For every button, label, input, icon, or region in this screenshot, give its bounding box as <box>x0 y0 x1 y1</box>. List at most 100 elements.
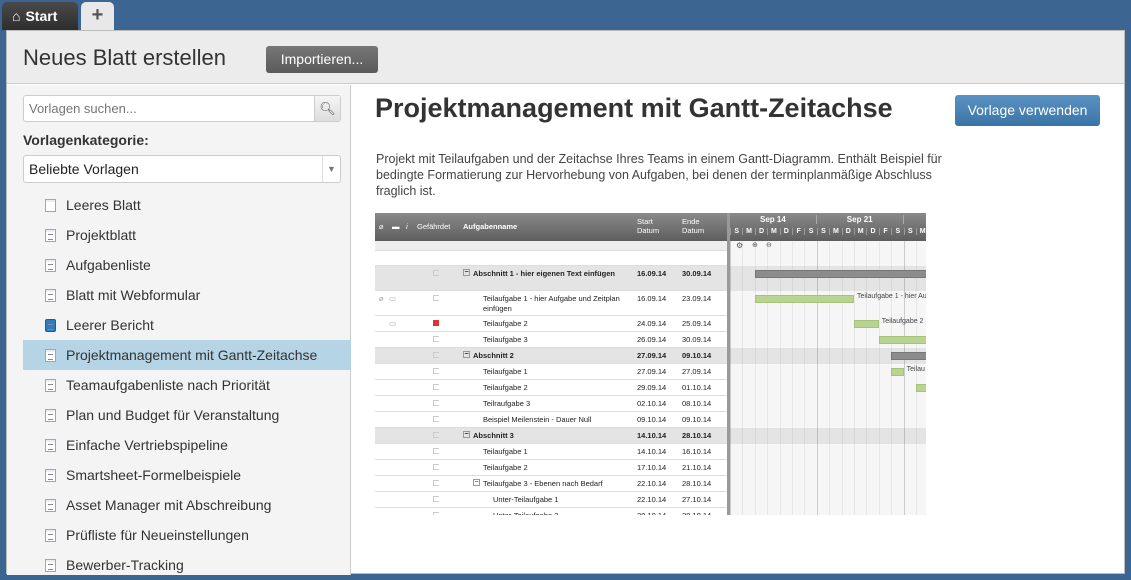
toolbar-row <box>375 241 727 251</box>
start-date: 09.10.14 <box>637 415 667 424</box>
category-value: Beliebte Vorlagen <box>29 161 139 177</box>
collapse-icon: − <box>463 431 470 438</box>
summary-bar <box>891 352 926 360</box>
task-name: Teilaufgabe 3 <box>483 335 528 344</box>
template-item[interactable]: Einfache Vertriebspipeline <box>23 430 351 460</box>
gantt-row[interactable]: − Abschnitt 2 27.09.14 09.10.14 <box>375 348 727 364</box>
template-item-label: Leeres Blatt <box>66 197 141 213</box>
gantt-row[interactable]: Teilaufgabe 3 26.09.14 30.09.14 <box>375 332 727 348</box>
day-gridline <box>754 241 756 515</box>
day-label: D <box>754 228 767 235</box>
use-template-button[interactable]: Vorlage verwenden <box>955 95 1100 126</box>
new-sheet-panel: Neues Blatt erstellen Importieren... 🔍︎ … <box>6 30 1125 575</box>
gantt-row[interactable]: ▭ Teilaufgabe 2 24.09.14 25.09.14 <box>375 316 727 332</box>
start-date: 16.09.14 <box>637 269 667 278</box>
start-date: 28.10.14 <box>637 511 666 515</box>
template-item-label: Einfache Vertriebspipeline <box>66 437 228 453</box>
day-label: S <box>730 228 742 235</box>
task-name: Teilaufgabe 2 <box>483 383 528 392</box>
flag-icon <box>433 432 439 438</box>
gantt-row[interactable]: ⌀ ▭ Teilaufgabe 1 - hier Aufgabe und Zeitp… <box>375 291 727 316</box>
gantt-row[interactable]: Teilaufgabe 2 29.09.14 01.10.14 <box>375 380 727 396</box>
template-item-label: Asset Manager mit Abschreibung <box>66 497 272 513</box>
task-name: Abschnitt 3 <box>473 431 514 440</box>
flag-icon <box>433 384 439 390</box>
day-label: D <box>841 228 854 235</box>
category-select[interactable]: Beliebte Vorlagen ▼ <box>23 155 341 183</box>
template-item[interactable]: Bewerber-Tracking <box>23 550 351 580</box>
bar-label: Teilau <box>906 366 925 373</box>
gantt-row[interactable]: − Abschnitt 1 - hier eigenen Text einfüge… <box>375 266 727 291</box>
template-item[interactable]: Blatt mit Webformular <box>23 280 351 310</box>
gantt-row[interactable]: Unter-Teilaufgabe 1 22.10.14 27.10.14 <box>375 492 727 508</box>
page-title: Neues Blatt erstellen <box>23 45 226 70</box>
col-start: Start Datum <box>637 217 660 235</box>
col-task: Aufgabenname <box>463 222 518 231</box>
template-item-label: Aufgabenliste <box>66 257 151 273</box>
comment-icon: ▭ <box>389 319 397 328</box>
template-item[interactable]: Leerer Bericht <box>23 310 351 340</box>
day-label: S <box>891 228 903 235</box>
import-button[interactable]: Importieren... <box>266 46 378 73</box>
template-item-label: Prüfliste für Neueinstellungen <box>66 527 249 543</box>
day-label: M <box>916 228 926 235</box>
day-label: F <box>878 228 891 235</box>
gantt-row[interactable]: Teilaufgabe 1 27.09.14 27.09.14 <box>375 364 727 380</box>
add-tab-button[interactable]: + <box>81 2 114 30</box>
sheet-icon <box>45 528 56 542</box>
gantt-row[interactable]: Teilraufgabe 3 02.10.14 08.10.14 <box>375 396 727 412</box>
template-item[interactable]: Projektmanagement mit Gantt-Zeitachse <box>23 340 351 370</box>
gantt-row[interactable]: Teilaufgabe 1 14.10.14 16.10.14 <box>375 444 727 460</box>
template-item[interactable]: Prüfliste für Neueinstellungen <box>23 520 351 550</box>
day-gridline <box>792 241 793 515</box>
template-item[interactable]: Aufgabenliste <box>23 250 351 280</box>
start-date: 22.10.14 <box>637 495 667 504</box>
sheet-icon <box>45 198 56 212</box>
task-name: Teilaufgabe 2 <box>483 463 528 472</box>
task-name: Teilaufgabe 1 <box>483 447 528 456</box>
day-gridline <box>779 241 781 515</box>
search-icon[interactable]: 🔍︎ <box>314 96 340 121</box>
day-label: M <box>767 228 779 235</box>
template-item[interactable]: Asset Manager mit Abschreibung <box>23 490 351 520</box>
end-date: 09.10.14 <box>682 351 712 360</box>
gantt-row[interactable]: Beispiel Meilenstein - Dauer Null 09.10.1… <box>375 412 727 428</box>
day-gridline <box>854 241 855 515</box>
comment-icon: ▭ <box>389 294 397 303</box>
category-label: Vorlagenkategorie: <box>23 132 149 148</box>
start-date: 14.10.14 <box>637 431 667 440</box>
gantt-row[interactable]: − Abschnitt 3 14.10.14 28.10.14 <box>375 428 727 444</box>
bar-label: Teilaufgabe 1 - hier Au <box>857 293 926 300</box>
template-item[interactable]: Smartsheet-Formelbeispiele <box>23 460 351 490</box>
template-preview: Projektmanagement mit Gantt-Zeitachse Vo… <box>352 85 1124 575</box>
start-date: 27.09.14 <box>637 367 667 376</box>
day-gridline <box>742 241 744 515</box>
sheet-icon <box>45 498 56 512</box>
template-item[interactable]: Plan und Budget für Veranstaltung <box>23 400 351 430</box>
flag-icon <box>433 400 439 406</box>
gantt-row[interactable]: Unter-Teilaufgabe 2 28.10.14 28.10.14 <box>375 508 727 515</box>
tab-start[interactable]: ⌂ Start <box>2 2 78 30</box>
template-item-label: Projektmanagement mit Gantt-Zeitachse <box>66 347 318 363</box>
gantt-row[interactable]: Teilaufgabe 2 17.10.14 21.10.14 <box>375 460 727 476</box>
day-gridline <box>829 241 831 515</box>
template-search: 🔍︎ <box>23 95 341 122</box>
start-date: 29.09.14 <box>637 383 667 392</box>
template-item[interactable]: Leeres Blatt <box>23 190 351 220</box>
gantt-timeline: Sep 14 Sep 21 S M D M D F S S M D M D F S S M ⚙ ⊕ ⊖ Teilaufg… <box>727 213 926 515</box>
flag-icon <box>433 496 439 502</box>
task-name: Teilaufgabe 1 - hier Aufgabe und Zeitpla… <box>483 294 620 313</box>
template-item[interactable]: Teamaufgabenliste nach Priorität <box>23 370 351 400</box>
day-gridline <box>891 241 893 515</box>
task-name: Teilaufgabe 1 <box>483 367 528 376</box>
template-item[interactable]: Projektblatt <box>23 220 351 250</box>
week-label: Sep 14 <box>730 215 817 224</box>
flag-icon <box>433 368 439 374</box>
template-item-label: Bewerber-Tracking <box>66 557 184 573</box>
panel-header: Neues Blatt erstellen Importieren... <box>7 31 1124 84</box>
start-date: 26.09.14 <box>637 335 667 344</box>
search-input[interactable] <box>24 96 314 121</box>
sheet-icon <box>45 348 56 362</box>
task-bar <box>916 384 926 392</box>
gantt-row[interactable]: − Teilaufgabe 3 - Ebenen nach Bedarf 22.10… <box>375 476 727 492</box>
